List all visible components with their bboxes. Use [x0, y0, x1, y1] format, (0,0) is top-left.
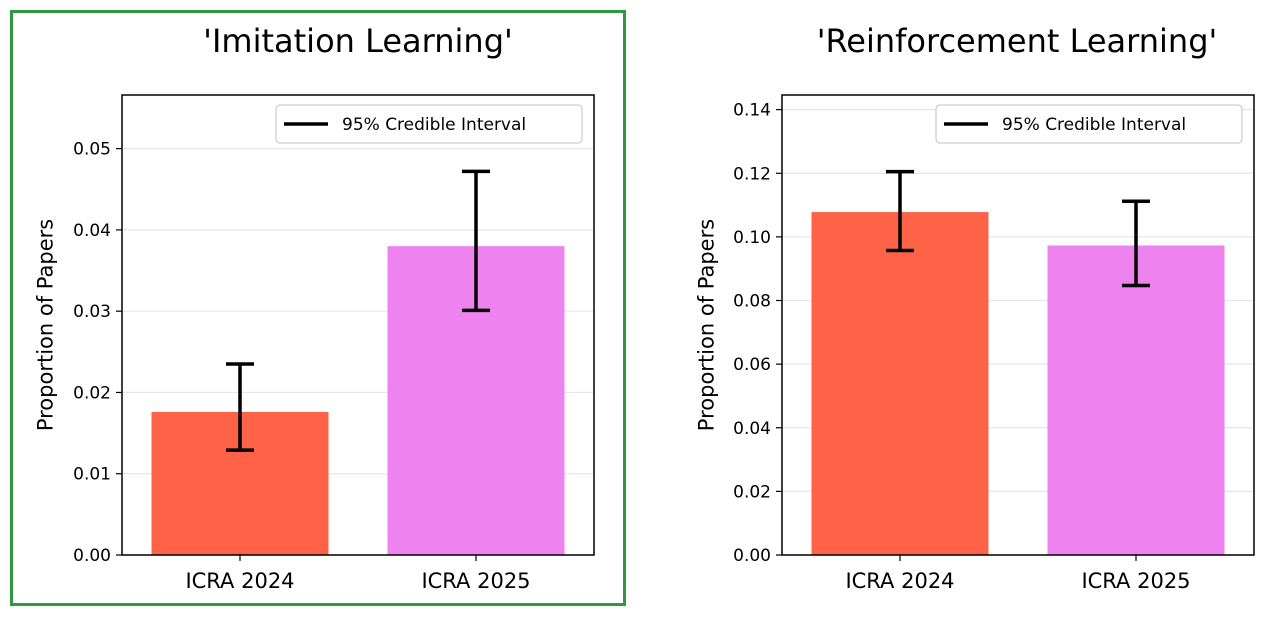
reinforcement-errorbar-icra-2025	[1122, 199, 1150, 288]
reinforcement-ytick-label: 0.02	[733, 482, 771, 502]
reinforcement-chart: 0.00 0.02 0.04 0.06 0.08 0.10 0.12 0.14 ICRA 202…	[694, 22, 1255, 593]
imitation-axes-frame	[121, 94, 595, 556]
imitation-ytick-label: 0.00	[73, 546, 111, 566]
imitation-errorbar-icra-2024	[226, 362, 254, 452]
reinforcement-ytick-label: 0.06	[733, 355, 771, 375]
reinforcement-ytick-label: 0.04	[733, 419, 771, 439]
imitation-chart-title: 'Imitation Learning'	[203, 22, 513, 60]
legend-box	[935, 104, 1243, 144]
imitation-y-axis-label: Proportion of Papers	[33, 219, 57, 431]
reinforcement-chart-title: 'Reinforcement Learning'	[817, 22, 1218, 60]
reinforcement-ytick-label: 0.00	[733, 546, 771, 566]
imitation-ytick-label: 0.04	[73, 221, 111, 241]
imitation-errorbar-icra-2025	[462, 169, 490, 313]
imitation-ytick-label: 0.03	[73, 302, 111, 322]
reinforcement-legend: 95% Credible Interval	[935, 104, 1243, 144]
reinforcement-xtick-label: ICRA 2025	[1081, 569, 1190, 593]
reinforcement-bar-icra-2025	[1047, 245, 1225, 555]
imitation-xtick-label: ICRA 2024	[185, 569, 294, 593]
reinforcement-bar-icra-2024	[811, 212, 989, 555]
reinforcement-ytick-label: 0.12	[733, 164, 771, 184]
imitation-legend: 95% Credible Interval	[275, 104, 583, 144]
reinforcement-ytick-label: 0.08	[733, 292, 771, 312]
reinforcement-ytick-label: 0.14	[733, 101, 771, 121]
reinforcement-errorbar-icra-2024	[886, 169, 914, 253]
legend-label: 95% Credible Interval	[1002, 115, 1186, 135]
imitation-chart: 0.00 0.01 0.02 0.03 0.04 0.05 ICRA 2024 ICRA 20…	[33, 22, 595, 593]
reinforcement-ytick-label: 0.10	[733, 228, 771, 248]
imitation-ytick-label: 0.02	[73, 383, 111, 403]
reinforcement-y-axis-label: Proportion of Papers	[694, 219, 718, 431]
reinforcement-xtick-label: ICRA 2024	[845, 569, 954, 593]
imitation-xtick-label: ICRA 2025	[421, 569, 530, 593]
legend-label: 95% Credible Interval	[342, 115, 526, 135]
imitation-ytick-label: 0.01	[73, 465, 111, 485]
legend-box	[275, 104, 583, 144]
imitation-learning-highlight-frame	[10, 10, 626, 606]
reinforcement-axes-frame	[781, 94, 1255, 556]
imitation-ytick-label: 0.05	[73, 140, 111, 160]
